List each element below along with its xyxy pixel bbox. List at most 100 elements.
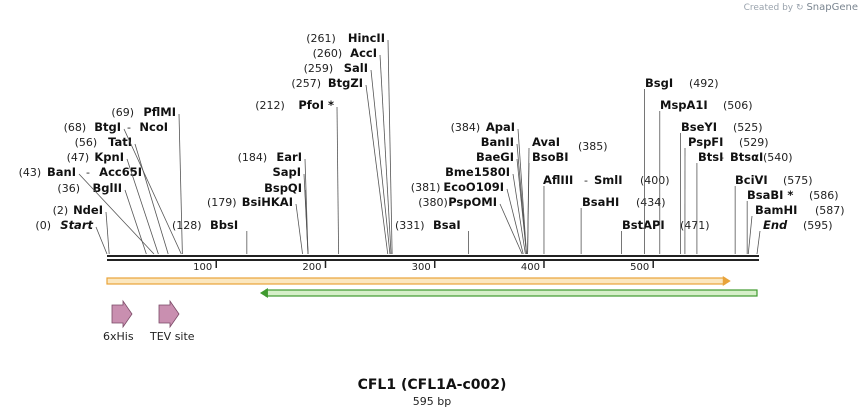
site-position: (587) [815,204,845,217]
site-name: BseYI [681,120,717,134]
site-position: (257) [291,77,321,90]
site-position: (2) [53,204,69,217]
site-name: EcoO109I [443,180,504,194]
site-name: PflMI [143,105,176,119]
site-name: BsaHI [582,195,619,209]
site-leader [124,189,147,255]
map-length: 595 bp [412,395,452,408]
site-name: Bme1580I [445,165,510,179]
site-name: NdeI [73,203,103,217]
site-leader [370,69,391,255]
site-leader [95,226,108,255]
site-position: (506) [723,99,753,112]
site-name: BstAPI [622,218,665,232]
alias-separator: - [86,166,90,179]
alias-separator: - [720,151,724,164]
snapgene-credit: Created by ↻ SnapGene [744,2,858,13]
site-name: End [763,218,788,232]
site-name: HincII [348,31,385,45]
site-position: (492) [689,77,719,90]
site-position: (212) [255,99,285,112]
site-position: (586) [809,189,839,202]
site-name: TatI [108,135,132,149]
site-leader [336,106,339,255]
site-leader [506,188,524,255]
site-leader [295,203,303,255]
site-leader [365,84,389,255]
site-name: AvaI [532,135,560,149]
credit-brand: SnapGene [806,2,858,13]
feature-arrow [111,299,133,329]
site-position: (0) [35,219,51,232]
ruler-tick-label: 500 [630,262,649,273]
site-name: BsiHKAI [242,195,293,209]
site-position: (69) [111,106,134,119]
site-leader [123,128,182,255]
site-name: BsgI [645,76,673,90]
site-position: (400) [640,174,670,187]
ruler-tick-label: 300 [412,262,431,273]
site-position: (384) [451,121,481,134]
site-name: Start [60,218,93,232]
site-name: SalI [344,61,368,75]
feature-label: TEV site [149,330,195,343]
site-leader [517,128,527,255]
site-position: (261) [306,32,336,45]
site-leader [527,162,530,255]
site-name: MspA1I [660,98,708,112]
site-position: (128) [172,219,202,232]
site-name-alias: Acc65I [99,165,142,179]
site-position: (529) [739,136,769,149]
site-name: BbsI [210,218,238,232]
site-name: ApaI [486,120,515,134]
site-position: (56) [75,136,98,149]
site-position: (380) [418,196,448,209]
snapgene-logo-icon: ↻ [796,3,804,13]
site-name: EarI [276,150,302,164]
site-position: (434) [636,196,666,209]
feature-label: 6xHis [103,330,134,343]
site-position: (595) [803,219,833,232]
site-position: (540) [763,151,793,164]
site-position: (575) [783,174,813,187]
site-name: BsaI [433,218,461,232]
site-leader [747,215,753,255]
map-title: CFL1 (CFL1A-c002) [357,377,507,393]
feature-arrow [158,299,180,329]
site-name: BspQI [264,181,302,195]
alias-separator: - [584,174,588,187]
site-leader [512,173,526,255]
site-leader [756,230,761,255]
site-name: BglII [93,181,123,195]
site-leader [105,211,110,255]
site-position: (179) [207,196,237,209]
site-name: BanII [481,135,514,149]
site-position: (43) [19,166,42,179]
site-name: BanI [47,165,76,179]
site-name: PspFI [688,135,723,149]
site-name: AflIII [543,173,573,187]
site-leader [178,113,183,255]
site-leader [126,158,159,255]
site-position: (47) [67,151,90,164]
site-name: BsaBI * [747,188,793,202]
site-position: (385) [578,140,608,153]
site-name: KpnI [94,150,124,164]
site-name: PfoI * [298,98,334,112]
orf-reverse-bar [265,289,758,297]
site-position: (525) [733,121,763,134]
site-position: (260) [313,47,343,60]
site-position: (331) [395,219,425,232]
site-name: BamHI [755,203,797,217]
site-name: BtgZI [328,76,363,90]
site-position: (68) [64,121,87,134]
site-position: (36) [57,182,80,195]
site-leader [304,189,309,255]
site-name: SapI [272,165,301,179]
site-name: PspOMI [448,195,497,209]
site-name: BsoBI [532,150,569,164]
site-position: (259) [304,62,334,75]
site-name: AccI [350,46,377,60]
orf-forward-arrowhead [722,276,731,286]
